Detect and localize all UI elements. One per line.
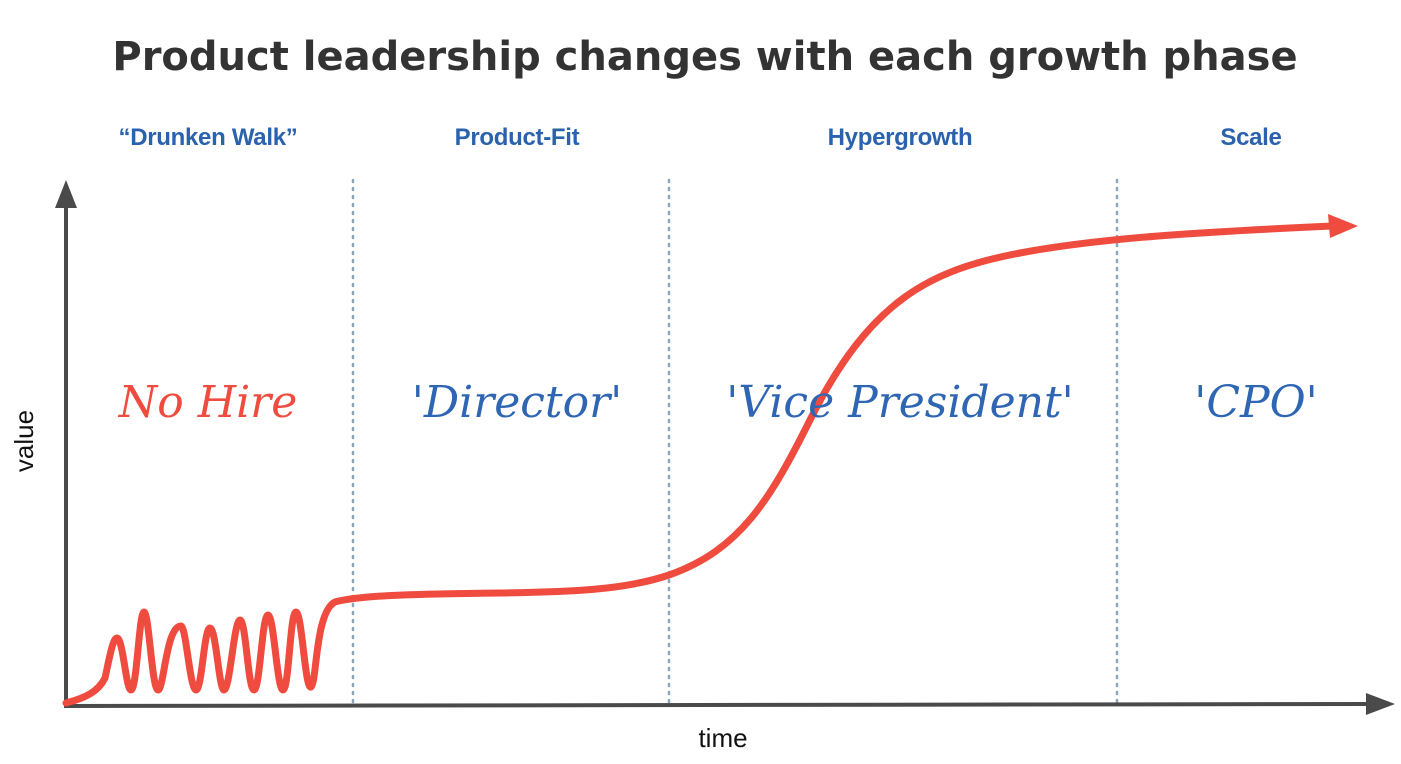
phase-label-product-fit: Product-Fit xyxy=(455,124,580,151)
x-axis xyxy=(63,702,1371,708)
phase-label-drunken-walk: “Drunken Walk” xyxy=(119,124,298,151)
role-label-cpo: 'CPO' xyxy=(1194,377,1318,428)
x-axis-arrowhead xyxy=(1366,693,1395,715)
role-label-director: 'Director' xyxy=(412,377,622,428)
value-curve xyxy=(62,222,1336,707)
phase-label-scale: Scale xyxy=(1220,124,1281,151)
y-axis-arrowhead xyxy=(55,180,77,208)
diagram-title: Product leadership changes with each gro… xyxy=(112,34,1297,80)
value-curve-arrowhead xyxy=(1328,214,1358,238)
x-axis-label: time xyxy=(698,723,747,753)
phase-label-hypergrowth: Hypergrowth xyxy=(828,124,973,151)
y-axis-label: value xyxy=(9,410,39,472)
role-label-no-hire: No Hire xyxy=(118,377,298,428)
role-label-vice-president: 'Vice President' xyxy=(726,377,1074,428)
